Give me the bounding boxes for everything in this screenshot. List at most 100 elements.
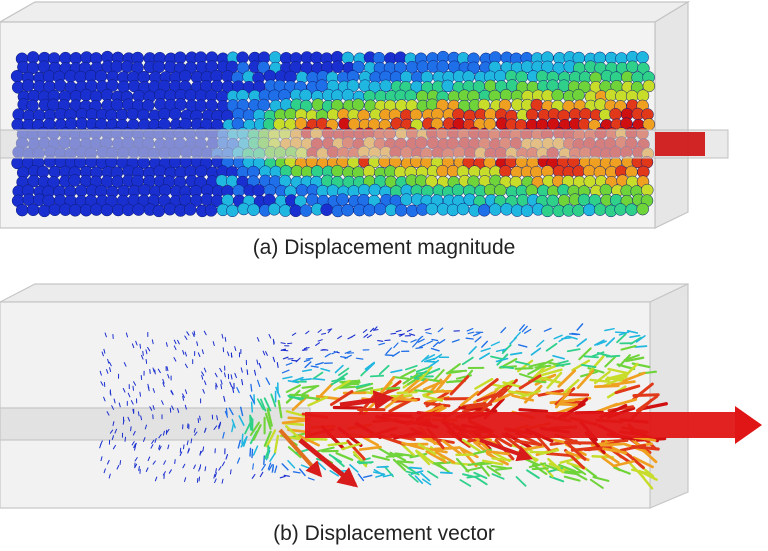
displacement-arrow xyxy=(514,439,543,447)
particle xyxy=(641,183,654,197)
displacement-arrow xyxy=(197,352,201,357)
displacement-arrow xyxy=(467,331,475,335)
displacement-arrow xyxy=(182,463,186,469)
displacement-arrow xyxy=(544,464,562,472)
displacement-arrow xyxy=(400,369,416,378)
particle xyxy=(138,183,151,197)
displacement-arrow xyxy=(536,339,545,348)
displacement-arrow xyxy=(312,371,324,380)
displacement-arrow xyxy=(355,383,371,389)
displacement-arrow xyxy=(291,332,297,336)
displacement-arrow xyxy=(408,473,419,483)
displacement-arrow xyxy=(392,458,407,472)
displacement-arrow xyxy=(406,328,413,332)
displacement-arrow xyxy=(114,428,117,434)
displacement-arrow xyxy=(201,371,205,376)
displacement-arrow xyxy=(300,395,321,401)
displacement-arrow xyxy=(167,373,170,379)
displacement-arrow xyxy=(274,465,278,474)
displacement-arrow xyxy=(371,454,390,461)
displacement-arrow xyxy=(315,342,321,346)
displacement-arrow xyxy=(389,451,407,462)
displacement-arrow xyxy=(523,328,532,334)
displacement-arrow xyxy=(304,361,312,369)
displacement-arrow xyxy=(186,331,190,336)
particle xyxy=(373,202,387,216)
displacement-arrow xyxy=(375,473,386,478)
displacement-arrow xyxy=(327,441,348,447)
displacement-arrow xyxy=(249,447,252,457)
displacement-arrow xyxy=(329,390,354,407)
displacement-arrow xyxy=(158,445,162,451)
particle xyxy=(520,204,534,217)
particle xyxy=(416,60,430,73)
displacement-arrow xyxy=(477,393,499,416)
displacement-arrow xyxy=(147,456,151,462)
displacement-arrow xyxy=(596,340,607,346)
displacement-arrow xyxy=(459,390,480,407)
particle xyxy=(68,174,81,187)
displacement-arrow xyxy=(182,393,185,398)
displacement-arrow xyxy=(563,475,581,482)
displacement-arrow xyxy=(182,395,185,401)
displacement-arrow xyxy=(369,327,375,333)
displacement-arrow xyxy=(184,363,188,369)
displacement-arrow xyxy=(119,460,122,465)
displacement-arrow xyxy=(187,449,190,454)
displacement-arrow xyxy=(346,439,366,461)
displacement-arrow xyxy=(425,367,441,376)
displacement-arrow xyxy=(133,443,136,449)
displacement-arrow xyxy=(422,377,441,383)
particle xyxy=(379,79,393,93)
displacement-arrow xyxy=(521,325,528,333)
displacement-arrow xyxy=(407,374,424,386)
displacement-arrow xyxy=(292,471,301,474)
particle xyxy=(169,107,182,121)
displacement-arrow xyxy=(265,377,271,385)
displacement-arrow xyxy=(256,398,265,411)
displacement-arrow xyxy=(305,330,310,335)
displacement-arrow xyxy=(139,391,141,397)
displacement-arrow xyxy=(199,450,202,456)
displacement-arrow xyxy=(591,351,605,358)
displacement-arrow xyxy=(317,446,335,453)
displacement-arrow xyxy=(363,333,369,338)
displacement-arrow xyxy=(417,338,425,343)
particle xyxy=(299,88,312,102)
displacement-arrow xyxy=(265,351,268,356)
displacement-arrow xyxy=(103,396,106,402)
displacement-arrow xyxy=(184,389,188,395)
displacement-arrow xyxy=(426,340,433,345)
particle xyxy=(395,204,408,217)
displacement-arrow xyxy=(158,434,162,439)
displacement-arrow xyxy=(99,370,102,376)
displacement-arrow xyxy=(152,388,155,393)
displacement-arrow xyxy=(494,379,514,391)
displacement-arrow xyxy=(215,382,218,388)
displacement-arrow xyxy=(112,444,116,450)
displacement-arrow xyxy=(170,389,174,395)
displacement-arrow xyxy=(482,459,504,466)
displacement-arrow xyxy=(407,378,429,394)
displacement-arrow xyxy=(365,362,376,372)
displacement-arrow xyxy=(390,332,397,335)
displacement-arrow xyxy=(109,429,114,434)
displacement-arrow xyxy=(249,394,255,404)
displacement-arrow xyxy=(122,388,126,393)
particle xyxy=(572,165,585,178)
displacement-arrow xyxy=(445,370,463,375)
displacement-arrow xyxy=(132,430,136,436)
particle xyxy=(636,51,649,64)
displacement-arrow xyxy=(338,385,356,389)
displacement-arrow xyxy=(250,401,254,413)
displacement-arrow xyxy=(125,332,128,338)
displacement-arrow xyxy=(495,467,513,471)
particle xyxy=(252,184,265,197)
particle xyxy=(158,183,172,197)
displacement-arrow xyxy=(480,347,491,352)
displacement-arrow xyxy=(227,351,230,357)
displacement-arrow xyxy=(425,378,443,398)
displacement-arrow xyxy=(421,478,432,486)
particle xyxy=(226,204,239,218)
displacement-arrow xyxy=(307,477,315,481)
